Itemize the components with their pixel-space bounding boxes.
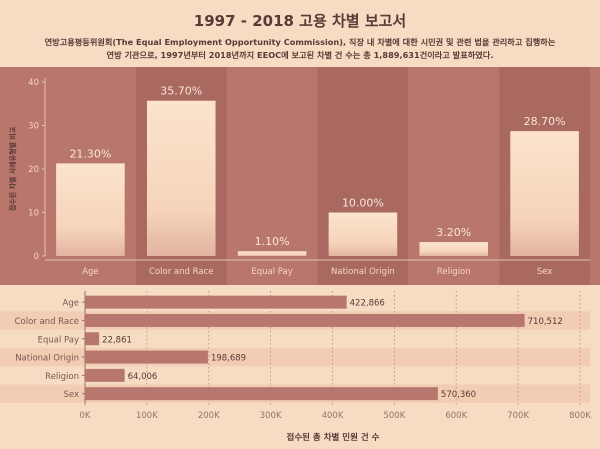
hbar-data-label: 422,866 (350, 299, 385, 309)
hbar-sex (85, 387, 438, 401)
x-tick-label: Equal Pay (251, 267, 292, 277)
y-tick-label: Age (63, 299, 79, 309)
description-line-1: 연방고용평등위원회(The Equal Employment Opportuni… (44, 37, 556, 47)
bar-data-label: 21.30% (69, 147, 111, 160)
bar-data-label: 3.20% (436, 226, 471, 239)
x-tick-label: Color and Race (149, 267, 213, 277)
bar-data-label: 35.70% (160, 85, 202, 98)
y-tick-label: Color and Race (15, 317, 79, 327)
bar-color-and-race (146, 100, 216, 256)
y-tick-label: 20 (28, 165, 39, 175)
hbar-age (85, 295, 347, 309)
x-tick-label: 300K (260, 411, 282, 421)
hbar-data-label: 710,512 (528, 317, 563, 327)
x-tick-label: Religion (437, 267, 471, 277)
hbar-data-label: 22,861 (102, 335, 132, 345)
bar-data-label: 10.00% (342, 197, 384, 210)
x-tick-label: National Origin (331, 267, 395, 277)
y-tick-label: 40 (28, 78, 39, 88)
y-tick-label: Equal Pay (38, 335, 79, 345)
bar-data-label: 28.70% (524, 115, 566, 128)
x-tick-label: 0K (80, 411, 91, 421)
bar-equal-pay (237, 251, 307, 256)
y-tick-label: National Origin (15, 354, 79, 364)
hbar-data-label: 570,360 (441, 390, 476, 400)
hbar-religion (85, 368, 125, 382)
bar-age (56, 163, 125, 256)
x-tick-label: 200K (198, 411, 220, 421)
y-tick-label: 30 (28, 122, 39, 132)
hbar-color-and-race (85, 313, 525, 327)
description-line-2: 연방 기관으로, 1997년부터 2018년까지 EEOC에 보고된 차별 건 … (106, 50, 494, 60)
count-bar-chart: 0K 100K 200K 300K 400K 500K 600K 700K 800K 422,86… (0, 291, 591, 443)
bar-data-label: 1.10% (255, 235, 290, 248)
hbar-data-label: 198,689 (211, 354, 246, 364)
x-tick-label: 400K (322, 411, 344, 421)
x-tick-label: 600K (445, 411, 467, 421)
hbar-equal-pay (85, 332, 100, 346)
x-tick-label: 700K (507, 411, 529, 421)
y-tick-label: Sex (63, 390, 79, 400)
bar-religion (419, 242, 489, 256)
hbar-data-label: 64,006 (128, 372, 158, 382)
x-axis-label: 접수된 총 차별 민원 건 수 (287, 432, 380, 443)
x-tick-label: Age (82, 267, 98, 277)
bar-sex (510, 131, 579, 256)
y-tick-label: 0 (34, 252, 39, 262)
page-title: 1997 - 2018 고용 차별 보고서 (193, 12, 407, 30)
x-tick-label: 800K (569, 411, 591, 421)
x-tick-label: Sex (537, 267, 553, 277)
y-tick-label: Religion (45, 372, 79, 382)
y-tick-label: 10 (28, 209, 39, 219)
percent-bar-chart: 0 10 20 30 40 접수된 차별 사례유형별 비교 21.30% Age 35.70% C… (8, 67, 590, 285)
x-tick-label: 500K (383, 411, 405, 421)
bar-national-origin (328, 212, 398, 256)
hbar-national-origin (85, 350, 208, 364)
y-axis-label: 접수된 차별 사례유형별 비교 (8, 126, 17, 211)
x-tick-label: 100K (136, 411, 158, 421)
